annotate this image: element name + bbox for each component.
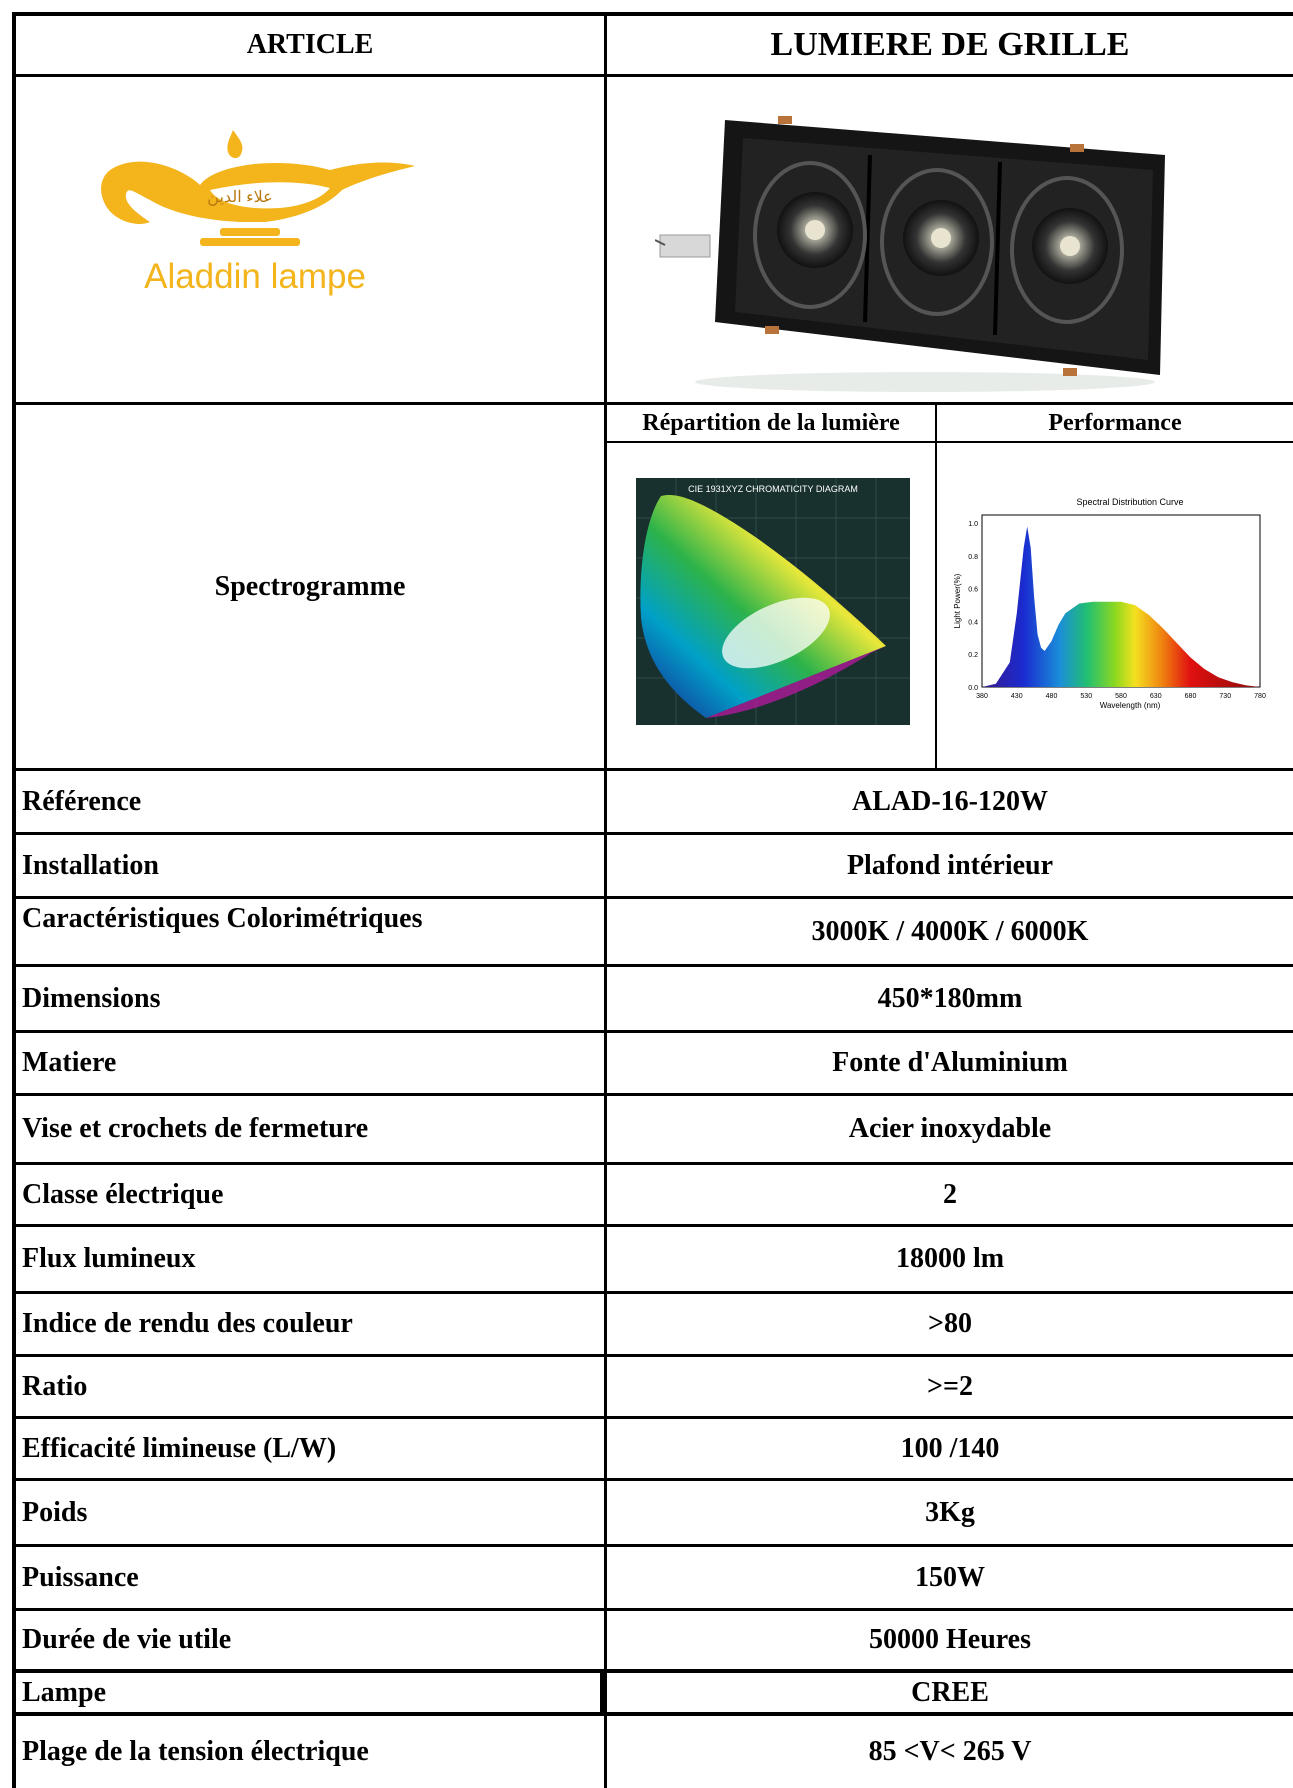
spec-row-value: Acier inoxydable [848, 1113, 1052, 1144]
x-tick-label: 580 [1115, 693, 1127, 700]
x-tick-label: 730 [1219, 693, 1231, 700]
x-tick-label: 630 [1150, 693, 1162, 700]
cie-chromaticity-diagram: CIE 1931XYZ CHROMATICITY DIAGRAM [636, 478, 910, 725]
spec-row-value: Fonte d'Aluminium [832, 1047, 1068, 1078]
grid-line [12, 1224, 1293, 1227]
x-tick-label: 380 [976, 693, 988, 700]
col-repartition-title: Répartition de la lumière [607, 405, 935, 441]
spec-row-label: Efficacité limineuse (L/W) [22, 1432, 337, 1464]
column-divider [604, 12, 607, 1788]
spec-row-value: 18000 lm [895, 1243, 1005, 1274]
repartition-title: Répartition de la lumière [642, 409, 900, 436]
x-tick-label: 480 [1046, 693, 1058, 700]
spec-row-value: Plafond intérieur [846, 849, 1054, 881]
spec-row-value: 85 <V< 265 V [868, 1736, 1032, 1767]
spec-row-value: 3000K / 4000K / 6000K [811, 915, 1089, 947]
x-axis-label: Wavelength (nm) [1100, 701, 1161, 710]
spec-row-label: Caractéristiques Colorimétriques [22, 903, 423, 934]
x-tick-label: 780 [1254, 693, 1266, 700]
performance-title: Performance [1048, 409, 1182, 436]
spectro-label: Spectrogramme [214, 570, 406, 602]
grid-line [12, 964, 1293, 967]
spec-row-label: Flux lumineux [22, 1243, 196, 1274]
spec-row-label: Installation [22, 849, 159, 881]
grid-line [12, 74, 1293, 77]
spec-row-label: Vise et crochets de fermeture [22, 1113, 369, 1144]
spec-row-label: Durée de vie utile [22, 1624, 232, 1655]
header-product: LUMIERE DE GRILLE [607, 16, 1293, 74]
aladdin-logo: علاء الدين Aladdin lampe [90, 130, 430, 310]
grid-line [12, 1712, 1293, 1716]
spec-row-label: Référence [22, 785, 142, 817]
spec-row-value: 3Kg [925, 1496, 975, 1528]
x-tick-label: 430 [1011, 693, 1023, 700]
grid-line [12, 1544, 1293, 1547]
product-photo [654, 100, 1180, 395]
grid-line [12, 1354, 1293, 1357]
spec-row-label: Dimensions [22, 982, 161, 1014]
y-tick-label: 0.2 [968, 652, 978, 659]
spec-row-value: 2 [943, 1178, 957, 1210]
spec-row-label: Indice de rendu des couleur [22, 1308, 353, 1339]
spectral-chart: Spectral Distribution Curve 380 430 480 530… [950, 490, 1270, 720]
y-tick-label: 0.6 [968, 587, 978, 594]
spec-row-value: ALAD-16-120W [852, 785, 1048, 817]
grid-line [12, 402, 1293, 405]
x-tick-label: 530 [1080, 693, 1092, 700]
spec-row-label: Classe électrique [22, 1178, 224, 1210]
spec-row-value: 150W [915, 1561, 985, 1593]
grid-line [12, 1162, 1293, 1165]
spectro-label-cell: Spectrogramme [16, 405, 604, 768]
grid-line [605, 441, 1293, 443]
spec-row-label: Ratio [22, 1370, 88, 1402]
header-article-text: ARTICLE [246, 29, 374, 60]
y-tick-label: 1.0 [968, 521, 978, 528]
col-performance-title: Performance [937, 405, 1293, 441]
y-tick-label: 0.4 [968, 619, 978, 626]
y-tick-label: 0.8 [968, 554, 978, 561]
spec-row-label: Matiere [22, 1047, 117, 1078]
spec-row-value: CREE [911, 1676, 989, 1708]
logo-arabic-text: علاء الدين [207, 189, 272, 206]
cie-title: CIE 1931XYZ CHROMATICITY DIAGRAM [688, 484, 858, 494]
grid-line [12, 1416, 1293, 1419]
spec-row-label: Plage de la tension électrique [22, 1736, 369, 1767]
spec-row-value: 50000 Heures [868, 1624, 1032, 1655]
column-divider [600, 1669, 605, 1716]
spectral-area-series [982, 526, 1260, 687]
spec-row-label: Lampe [22, 1676, 106, 1708]
spec-row-label: Poids [22, 1496, 88, 1528]
product-title: LUMIERE DE GRILLE [770, 26, 1130, 63]
y-axis-label: Light Power(%) [953, 573, 962, 628]
x-tick-label: 680 [1185, 693, 1197, 700]
grid-line [12, 1669, 1293, 1673]
grid-line [12, 1291, 1293, 1294]
header-article: ARTICLE [16, 16, 604, 74]
grid-line [12, 1608, 1293, 1611]
spec-row-value: 450*180mm [877, 982, 1023, 1014]
grid-line [12, 1030, 1293, 1033]
grid-line [12, 832, 1293, 835]
grid-line [12, 896, 1293, 899]
spec-sheet [12, 12, 1293, 1788]
spec-row-value: >80 [928, 1308, 972, 1339]
spec-row-value: >=2 [927, 1370, 973, 1402]
spec-row-value: 100 /140 [900, 1432, 1000, 1464]
spectral-chart-title: Spectral Distribution Curve [1076, 497, 1183, 507]
grid-line [12, 1093, 1293, 1096]
grid-line [12, 768, 1293, 771]
spec-row-label: Puissance [22, 1561, 139, 1593]
logo-brand-text: Aladdin lampe [144, 257, 366, 296]
y-tick-label: 0.0 [968, 685, 978, 692]
grid-line [12, 1478, 1293, 1481]
column-divider [935, 402, 937, 768]
